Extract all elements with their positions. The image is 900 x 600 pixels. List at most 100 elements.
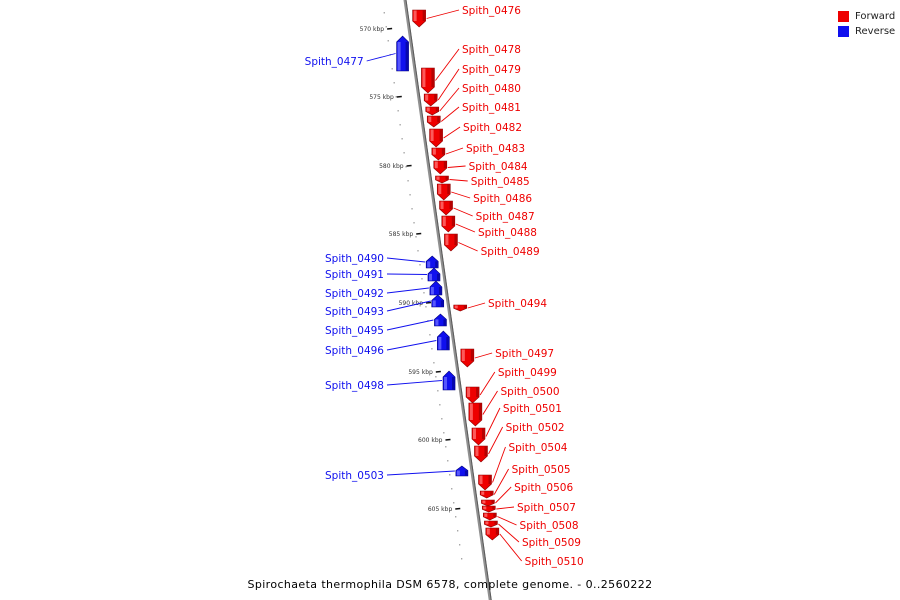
gene-highlight-spith-0484: [434, 161, 438, 169]
gene-label-spith-0495: Spith_0495: [325, 325, 384, 337]
scale-dot: [443, 432, 445, 434]
gene-leader-spith-0507: [496, 506, 515, 510]
gene-label-spith-0504: Spith_0504: [508, 442, 567, 454]
scale-tick-label: 585 kbp: [389, 231, 414, 238]
gene-label-spith-0478: Spith_0478: [462, 44, 521, 56]
gene-shade-spith-0505: [490, 491, 493, 495]
gene-highlight-spith-0505: [481, 491, 485, 495]
scale-dot: [401, 138, 403, 140]
gene-shade-spith-0484: [443, 161, 447, 169]
genome-axis: [403, 0, 492, 600]
scale-dot: [451, 488, 453, 490]
gene-leader-spith-0478: [435, 48, 460, 81]
scale-tick: [445, 438, 451, 441]
gene-leader-spith-0498: [386, 380, 443, 386]
gene-label-spith-0502: Spith_0502: [506, 422, 565, 434]
gene-label-spith-0507: Spith_0507: [517, 502, 576, 514]
gene-leader-spith-0497: [474, 352, 493, 359]
gene-highlight-spith-0481: [428, 116, 432, 123]
scale-dot: [433, 362, 435, 364]
gene-leader-spith-0493: [386, 300, 431, 312]
gene-highlight-spith-0509: [485, 521, 489, 525]
gene-shade-spith-0503: [464, 470, 468, 476]
gene-shade-spith-0478: [431, 68, 434, 87]
scale-dot: [429, 334, 431, 336]
gene-label-spith-0477: Spith_0477: [305, 56, 364, 68]
gene-label-spith-0480: Spith_0480: [462, 83, 521, 95]
gene-shade-spith-0477: [405, 42, 409, 71]
gene-highlight-spith-0510: [486, 528, 490, 535]
gene-shade-spith-0487: [449, 201, 453, 209]
gene-label-spith-0503: Spith_0503: [325, 470, 384, 482]
gene-leader-spith-0505: [493, 468, 509, 495]
gene-shade-spith-0485: [445, 176, 448, 180]
gene-leader-spith-0499: [479, 371, 496, 396]
gene-shade-spith-0507: [492, 506, 495, 510]
scale-tick-label: 580 kbp: [379, 163, 404, 170]
scale-tick: [455, 507, 461, 510]
scale-dot: [457, 530, 459, 532]
scale-dot: [397, 110, 399, 112]
gene-highlight-spith-0503: [456, 470, 460, 476]
gene-label-spith-0509: Spith_0509: [522, 537, 581, 549]
legend-item-forward: Forward: [838, 9, 895, 24]
gene-label-spith-0483: Spith_0483: [466, 143, 525, 155]
gene-label-spith-0486: Spith_0486: [473, 193, 532, 205]
scale-dot: [459, 544, 461, 546]
gene-highlight-spith-0488: [442, 216, 446, 226]
gene-leader-spith-0503: [386, 470, 455, 476]
gene-leader-spith-0500: [482, 390, 498, 415]
gene-label-spith-0499: Spith_0499: [498, 367, 557, 379]
scale-dot: [449, 474, 451, 476]
gene-label-spith-0498: Spith_0498: [325, 380, 384, 392]
gene-shade-spith-0491: [436, 273, 440, 281]
scale-dot: [405, 166, 407, 168]
gene-label-spith-0485: Spith_0485: [471, 176, 530, 188]
scale-dot: [417, 250, 419, 252]
legend-swatch-reverse: [838, 26, 849, 37]
gene-highlight-spith-0495: [435, 319, 439, 326]
gene-shade-spith-0481: [437, 116, 440, 123]
gene-leader-spith-0490: [386, 257, 426, 263]
scale-tick: [425, 301, 432, 304]
scale-dot: [425, 306, 427, 308]
gene-highlight-spith-0507: [483, 506, 487, 510]
scale-dot: [431, 348, 433, 350]
gene-leader-spith-0509: [498, 523, 520, 543]
gene-label-spith-0496: Spith_0496: [325, 345, 384, 357]
genome-caption: Spirochaeta thermophila DSM 6578, comple…: [247, 578, 653, 591]
scale-dot: [441, 418, 443, 420]
scale-tick-label: 605 kbp: [428, 506, 453, 513]
gene-shade-spith-0490: [435, 261, 438, 268]
gene-leader-spith-0481: [440, 106, 460, 122]
gene-shade-spith-0506: [491, 500, 494, 504]
gene-leader-spith-0482: [443, 126, 461, 139]
gene-leader-spith-0479: [437, 68, 460, 101]
legend-swatch-forward: [838, 11, 849, 22]
gene-label-spith-0490: Spith_0490: [325, 253, 384, 265]
scale-dot: [437, 390, 439, 392]
scale-dot: [411, 208, 413, 210]
gene-shade-spith-0508: [493, 513, 496, 517]
gene-leader-spith-0492: [386, 287, 429, 294]
gene-highlight-spith-0491: [428, 273, 432, 281]
gene-leader-spith-0487: [453, 207, 473, 217]
scale-tick-label: 575 kbp: [369, 94, 394, 101]
gene-shade-spith-0494: [463, 305, 467, 309]
scale-tick: [435, 370, 441, 373]
gene-label-spith-0481: Spith_0481: [462, 102, 521, 114]
gene-shade-spith-0497: [470, 349, 474, 361]
scale-dot: [419, 264, 421, 266]
scale-dot: [387, 40, 389, 42]
gene-highlight-spith-0493: [432, 300, 436, 307]
gene-highlight-spith-0485: [436, 176, 440, 180]
gene-shade-spith-0489: [454, 234, 457, 245]
scale-dot: [421, 278, 423, 280]
gene-highlight-spith-0504: [479, 475, 483, 484]
scale-dot: [423, 292, 425, 294]
gene-shade-spith-0510: [495, 528, 499, 535]
scale-dot: [407, 180, 409, 182]
gene-leader-spith-0502: [488, 426, 504, 455]
gene-shade-spith-0498: [452, 377, 455, 390]
gene-highlight-spith-0482: [430, 129, 434, 141]
